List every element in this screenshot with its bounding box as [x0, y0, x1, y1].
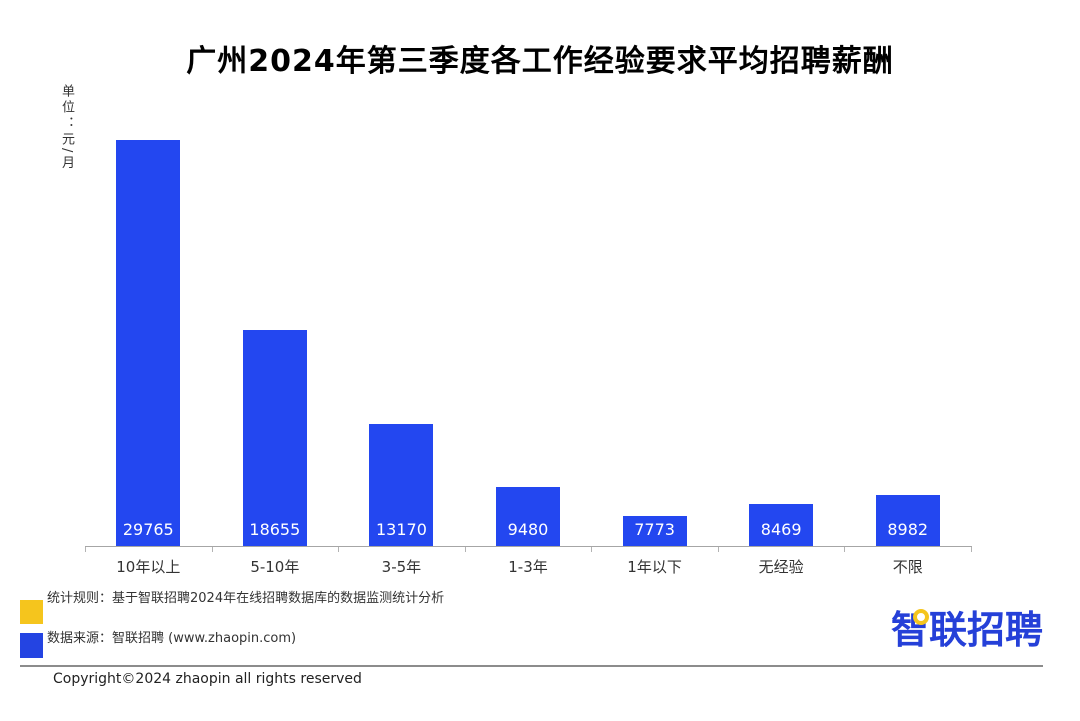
y-axis-unit-label: 单位：元/月 — [59, 84, 74, 172]
bar-value-label: 18655 — [249, 520, 301, 539]
bar: 7773 — [622, 516, 687, 546]
bar-value-label: 8469 — [760, 520, 802, 539]
x-axis-tick — [717, 547, 719, 552]
data-source-text: 数据来源：智联招聘 (www.zhaopin.com) — [47, 631, 297, 646]
chart-title: 广州2024年第三季度各工作经验要求平均招聘薪酬 — [186, 44, 894, 79]
bar: 9480 — [496, 487, 560, 546]
bar-value-label: 13170 — [375, 520, 427, 539]
stat-rule-text: 统计规则：基于智联招聘2024年在线招聘数据库的数据监测统计分析 — [47, 591, 445, 606]
data-source-legend-swatch — [20, 633, 43, 658]
x-axis-tick-label: 无经验 — [758, 558, 804, 576]
bar-value-label: 7773 — [634, 520, 675, 539]
x-axis-tick — [211, 547, 213, 552]
bar-value-label: 29765 — [122, 520, 174, 539]
x-axis-tick — [464, 547, 466, 552]
bar: 8982 — [875, 495, 940, 546]
x-axis-tick — [591, 547, 593, 552]
bar-value-label: 8982 — [887, 520, 929, 539]
copyright-text: Copyright©2024 zhaopin all rights reserv… — [53, 671, 362, 687]
x-axis-tick-label: 1年以下 — [627, 558, 682, 576]
x-axis-tick — [338, 547, 340, 552]
plot-area: 29765 18655 13170 9480 7773 8469 8982 — [85, 136, 971, 546]
x-axis-tick — [85, 547, 86, 552]
zhaopin-logo: 智联招聘 — [891, 608, 1043, 652]
bar: 13170 — [369, 424, 434, 546]
x-axis-tick — [971, 547, 972, 552]
x-axis-tick-label: 10年以上 — [116, 558, 181, 576]
logo-zhi-char: 智 — [891, 608, 930, 652]
x-axis-line — [85, 546, 972, 547]
bar: 29765 — [116, 140, 181, 546]
bar-value-label: 9480 — [507, 520, 549, 539]
x-axis-tick — [844, 547, 846, 552]
bar: 8469 — [749, 504, 814, 546]
x-axis-tick-label: 不限 — [892, 558, 923, 576]
footer-divider — [20, 665, 1043, 667]
x-axis-tick-label: 1-3年 — [508, 558, 548, 576]
stat-rule-legend-swatch — [20, 600, 43, 624]
logo-yellow-ring-icon — [913, 609, 930, 625]
bar: 18655 — [242, 330, 307, 546]
logo-rest-text: 联招聘 — [929, 608, 1044, 652]
x-axis-tick-label: 3-5年 — [381, 558, 422, 576]
x-axis-tick-label: 5-10年 — [250, 558, 300, 576]
